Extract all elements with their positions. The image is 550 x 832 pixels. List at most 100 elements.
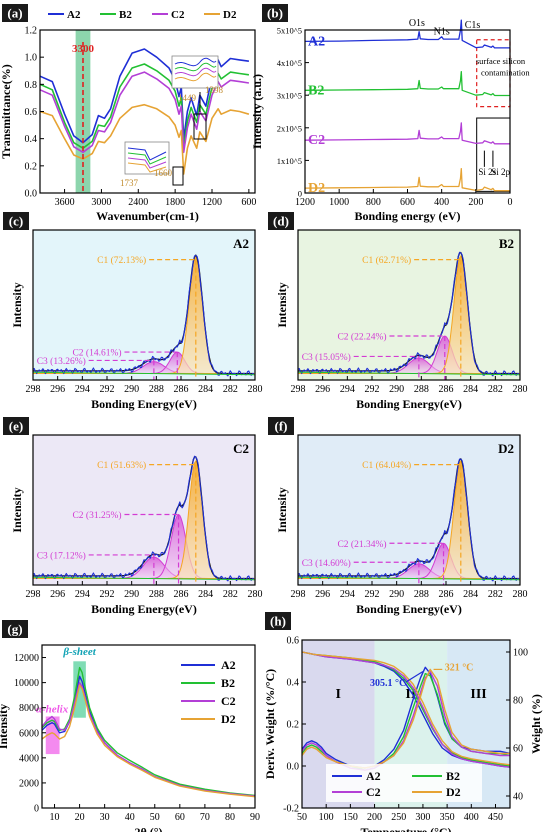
x-tick-label: 292: [100, 384, 115, 395]
series-line-D2: [304, 167, 510, 192]
y-tick-label: 8000: [19, 703, 39, 714]
legend-label-C2: C2: [171, 9, 185, 21]
x-tick-label: 284: [463, 384, 478, 395]
plot-frame: [297, 434, 521, 586]
inset-line: [127, 162, 167, 173]
legend-label-B2: B2: [119, 9, 132, 21]
peak-label-c3: C3 (15.05%): [302, 352, 351, 363]
annotation-n1s: N1s: [434, 27, 450, 38]
panel-c: C1 (72.13%) C2 (14.61%)C3 (13.26%) A2 298 29…: [3, 212, 263, 411]
series-line-D2: [39, 103, 250, 175]
series-label-C2: C2: [308, 133, 325, 148]
y-tick-label: 4x10^5: [277, 58, 302, 68]
y-tick-label: 2000: [19, 778, 39, 789]
legend-label-D2: D2: [446, 785, 461, 799]
x-tick-label: 450: [488, 812, 503, 823]
annotation-321: 321 °C: [445, 662, 474, 673]
x-tick-label: 282: [223, 589, 238, 600]
x-tick-label: 2400: [128, 197, 148, 208]
inset-line: [127, 157, 167, 169]
y-tick-label: 0.2: [25, 161, 38, 172]
annotation-beta-sheet: β-sheet: [62, 646, 96, 658]
y-axis-label: Intensity (a.u.): [250, 74, 264, 149]
annotation-1398: 1398: [205, 85, 224, 95]
series-line-A2: [304, 19, 510, 49]
x-tick-label: 1000: [329, 197, 349, 208]
inset-line: [174, 72, 217, 82]
x-axis-label: Temperature (°C): [360, 825, 451, 832]
annotation-si2s: Si 2s: [478, 167, 496, 177]
x-tick-label: 298: [291, 589, 306, 600]
y-tick-label: 6000: [19, 728, 39, 739]
legend-label-C2: C2: [221, 694, 236, 708]
x-tick-label: 0: [508, 197, 513, 208]
inset-line: [174, 67, 217, 77]
raw-spectrum-line: [32, 455, 254, 582]
x-axis-label: Bonding Energy(eV): [356, 397, 462, 411]
legend-label-D2: D2: [221, 712, 236, 726]
y-axis-label: Intensity: [0, 704, 10, 749]
panel-g: β-sheet α-helix A2 B2 C2 D2 10 20 30 40 50 60 70 80 90…: [0, 620, 260, 832]
panel-label: (b): [267, 6, 283, 21]
y2-tick-label: 80: [513, 696, 523, 707]
x-tick-label: 290: [389, 589, 404, 600]
x-tick-label: 296: [315, 384, 330, 395]
x-tick-label: 600: [241, 197, 256, 208]
series-line-C2: [304, 122, 510, 145]
x-tick-label: 150: [343, 812, 358, 823]
inset-line: [174, 62, 217, 72]
y-tick-label: 0: [34, 804, 39, 815]
plot-frame: [32, 434, 256, 586]
panel-label-box: [2, 4, 28, 22]
x-tick-label: 300: [415, 812, 430, 823]
plot-background: [33, 230, 255, 380]
baseline-line: [32, 576, 256, 581]
sample-label: C2: [233, 441, 249, 456]
x-tick-label: 90: [250, 812, 260, 823]
x-tick-label: 3600: [55, 197, 75, 208]
x-tick-label: 282: [488, 589, 503, 600]
panel-label: (f): [275, 419, 288, 434]
x-tick-label: 288: [414, 589, 429, 600]
legend-label-A2: A2: [67, 9, 81, 21]
x-axis-label: Bonding Energy(eV): [91, 397, 197, 411]
x-tick-label: 284: [198, 384, 213, 395]
series-line-C2: [39, 71, 250, 154]
annotation-alpha-helix: α-helix: [36, 704, 69, 716]
y-tick-label: 0: [298, 189, 302, 199]
y-tick-label: 0.2: [287, 720, 300, 731]
x-tick-label: 280: [248, 589, 263, 600]
peak-label-c3: C3 (13.26%): [37, 356, 86, 367]
annotation-305: 305.1 °C: [370, 678, 406, 689]
inset-box-right: [171, 55, 219, 89]
y2-axis-label: Weight (%): [529, 694, 543, 754]
annotation-surface-silicon: surface silicon: [476, 56, 526, 66]
plot-frame: [32, 229, 256, 381]
y-tick-label: 1.2: [25, 26, 38, 37]
x-tick-label: 294: [75, 589, 90, 600]
x-tick-label: 290: [389, 384, 404, 395]
panel-label-box: [268, 212, 294, 230]
plot-background: [298, 435, 520, 585]
x-axis-label: Bonding Energy(eV): [356, 602, 462, 616]
y-tick-label: 1x10^5: [277, 156, 302, 166]
panel-b: A2 B2 C2 D2 O1s N1s C1s surface silicon contamin…: [250, 4, 530, 223]
legend-label-D2: D2: [223, 9, 237, 21]
y-tick-label: 0.4: [25, 134, 38, 145]
raw-spectrum-line: [297, 458, 519, 582]
x-tick-label: 298: [26, 384, 41, 395]
panel-label-box: [262, 4, 288, 22]
deriv-line-C2: [301, 670, 510, 771]
y-axis-label: Intensity: [275, 282, 289, 327]
y-axis-label: Transmittance(%): [0, 64, 13, 158]
y-tick-label: 4000: [19, 753, 39, 764]
annotation-1660: 1660: [154, 168, 173, 178]
series-label-D2: D2: [308, 181, 325, 196]
x-tick-label: 294: [340, 384, 355, 395]
y-tick-label: -0.2: [283, 804, 299, 815]
plot-background: [298, 230, 520, 380]
y2-tick-label: 60: [513, 744, 523, 755]
x-tick-label: 70: [200, 812, 210, 823]
deriv-line-D2: [301, 668, 510, 769]
x-tick-label: 290: [124, 589, 139, 600]
